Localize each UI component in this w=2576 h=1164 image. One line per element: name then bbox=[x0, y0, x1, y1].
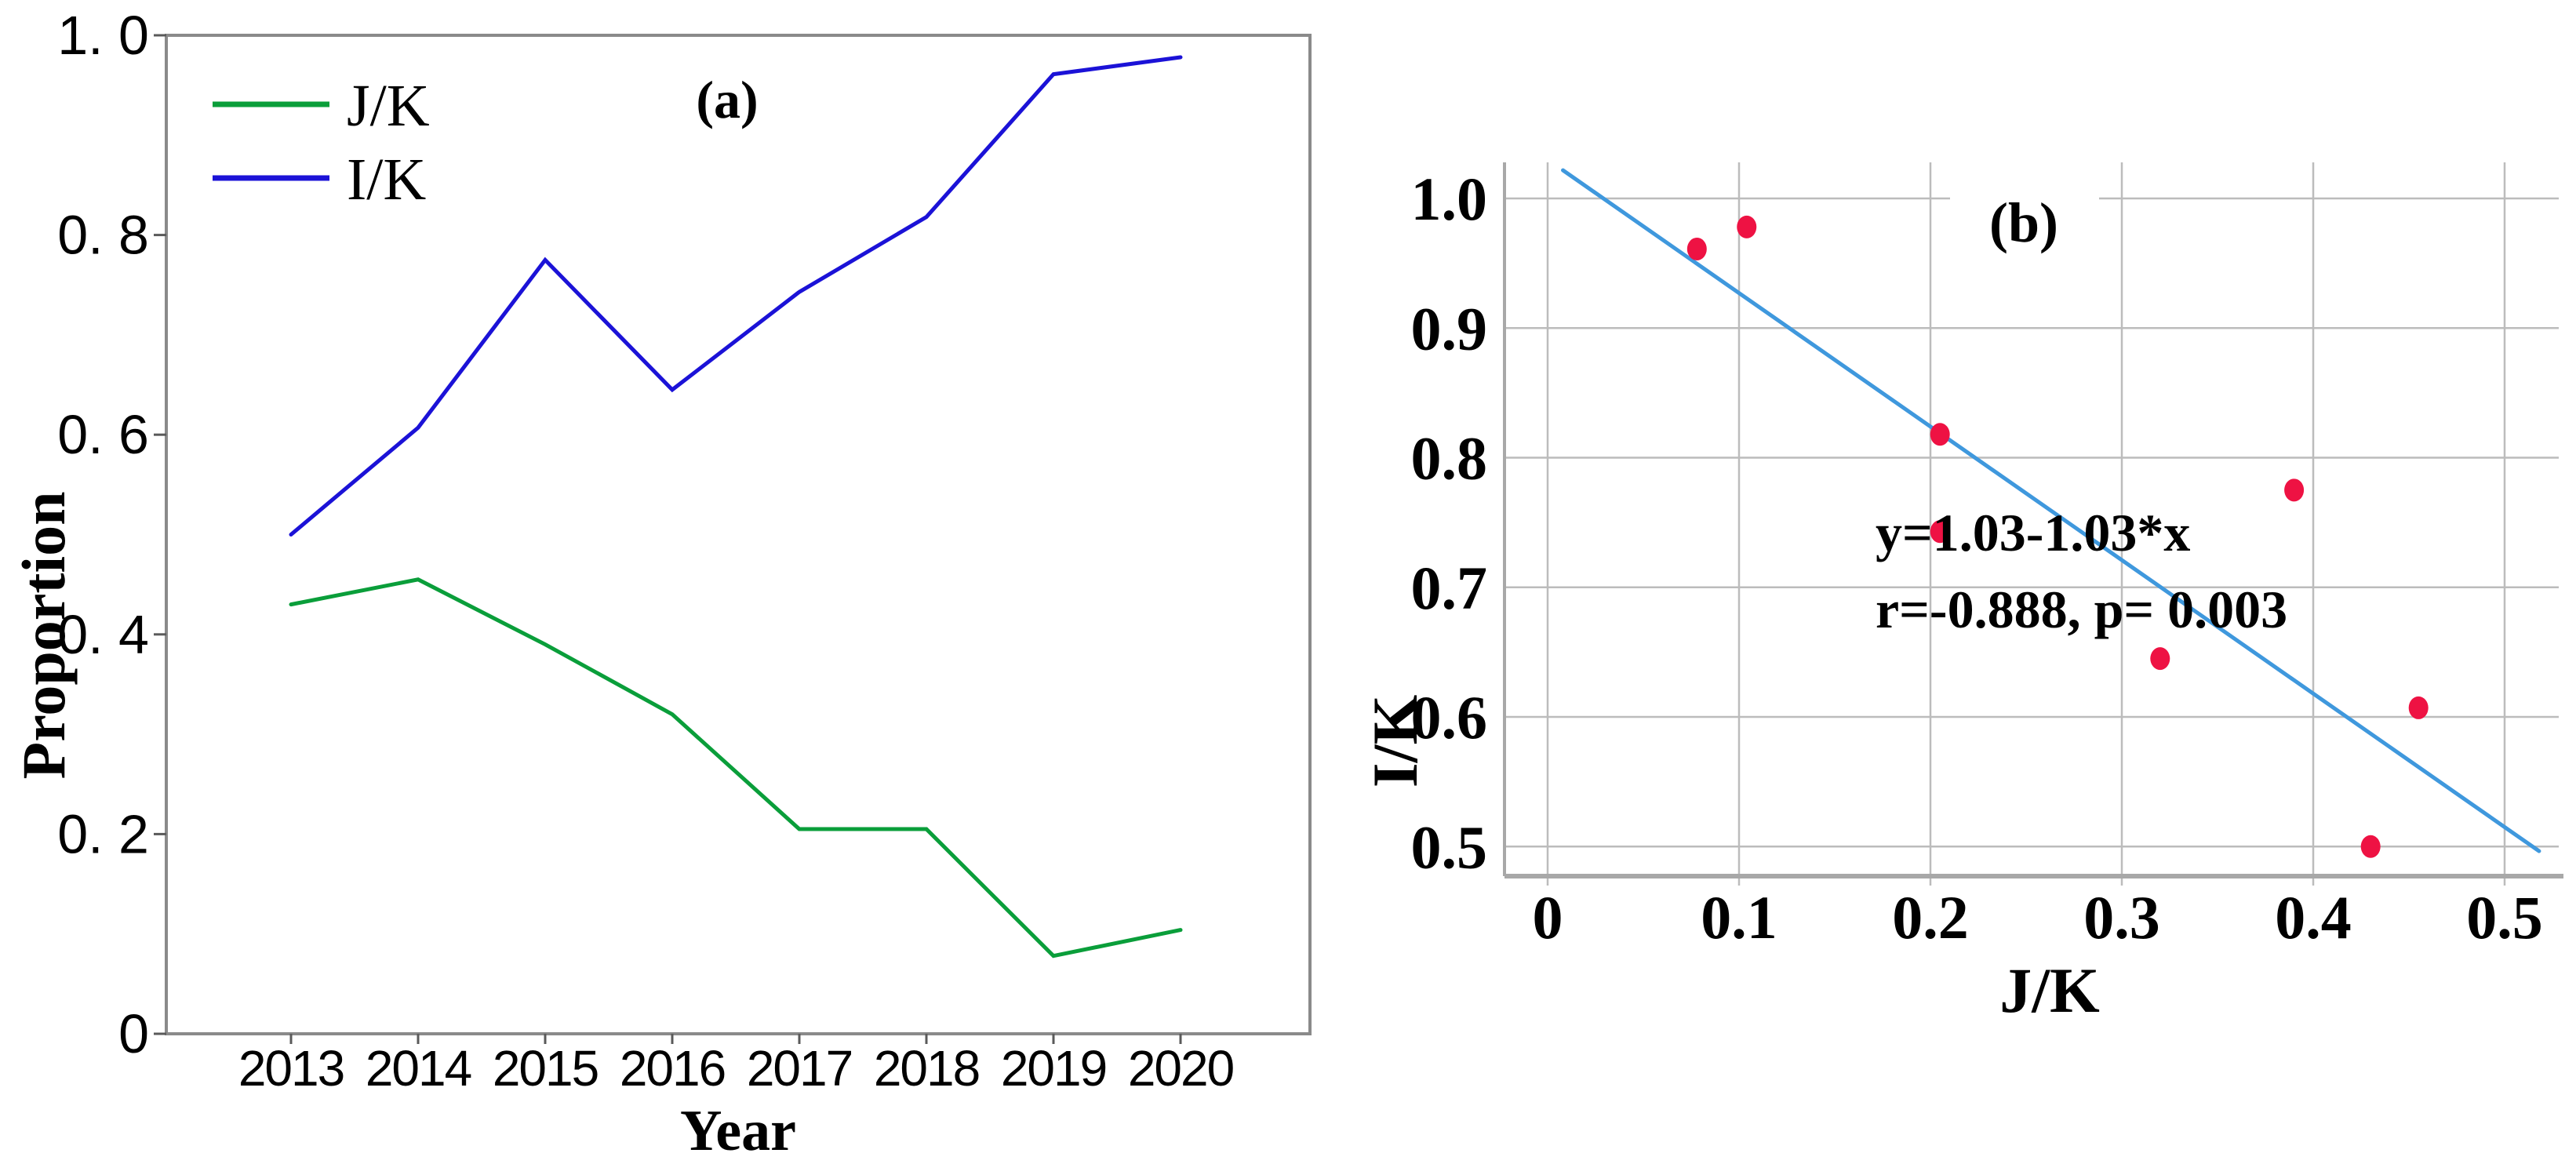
scatter-point bbox=[1686, 237, 1707, 260]
x-axis-tick-label: 2019 bbox=[1001, 1040, 1106, 1097]
x-axis-tick-label: 2016 bbox=[620, 1040, 725, 1097]
scatter-point bbox=[2408, 696, 2429, 719]
scatter-point bbox=[2284, 478, 2305, 502]
panel-a-y-axis-title: Proportion bbox=[9, 492, 78, 780]
panel-a-line-chart: 1. 0 0. 8 0. 6 0. 4 0. 2 0 2013 2014 2015 2016 201… bbox=[9, 5, 1312, 1163]
x-axis-tick-label: 2017 bbox=[747, 1040, 852, 1097]
panel-b-y-tick-label: 0.5 bbox=[1411, 813, 1488, 881]
panel-b-x-tick-label: 0.1 bbox=[1701, 883, 1777, 951]
panel-b-label: (b) bbox=[1989, 191, 2058, 254]
line-jk bbox=[289, 577, 1183, 958]
panel-b-y-tick-label: 0.9 bbox=[1411, 294, 1488, 362]
panel-b-x-tick-label: 0.2 bbox=[1892, 883, 1969, 951]
scatter-point bbox=[2360, 835, 2381, 858]
x-axis-tick-label: 2014 bbox=[366, 1040, 471, 1097]
scatter-point bbox=[2150, 647, 2170, 671]
panel-b-y-tick-label: 0.7 bbox=[1411, 554, 1488, 622]
fit-line bbox=[1561, 168, 2541, 853]
panel-b-y-tick-label: 0.8 bbox=[1411, 424, 1488, 493]
panel-a-label: (a) bbox=[696, 70, 758, 129]
y-axis-tick-label: 0. 6 bbox=[57, 404, 149, 465]
legend-label: J/K bbox=[347, 73, 430, 139]
y-axis-tick-label: 1. 0 bbox=[57, 5, 149, 66]
panel-a-x-axis-title: Year bbox=[680, 1099, 796, 1163]
panel-b-x-axis-title: J/K bbox=[1999, 955, 2100, 1026]
annotation-stats: r=-0.888, p= 0.003 bbox=[1876, 580, 2287, 639]
panel-b-y-tick-label: 1.0 bbox=[1411, 165, 1488, 233]
panel-b-scatter-chart: 1.0 0.9 0.8 0.7 0.6 0.5 0 0.1 0.2 0.3 0.4 0.5 (b) y=1… bbox=[1359, 162, 2563, 1026]
legend-label: I/K bbox=[347, 147, 426, 213]
y-axis-tick-label: 0. 4 bbox=[57, 604, 149, 665]
panel-b-x-tick-label: 0.3 bbox=[2083, 883, 2160, 951]
panel-b-x-tick-label: 0 bbox=[1533, 883, 1563, 951]
scatter-point bbox=[1930, 423, 1950, 446]
annotation-equation: y=1.03-1.03*x bbox=[1876, 503, 2190, 562]
line-ik bbox=[289, 55, 1183, 537]
panel-b-x-tick-label: 0.4 bbox=[2275, 883, 2352, 951]
x-axis-tick-label: 2018 bbox=[874, 1040, 979, 1097]
x-axis-tick-label: 2015 bbox=[493, 1040, 598, 1097]
x-axis-tick-label: 2013 bbox=[238, 1040, 344, 1097]
panel-b-x-tick-label: 0.5 bbox=[2466, 883, 2543, 951]
y-axis-tick-label: 0. 2 bbox=[57, 803, 149, 864]
scatter-point bbox=[1737, 215, 1757, 238]
panel-b-label-backing bbox=[1950, 165, 2099, 253]
y-axis-tick-label: 0. 8 bbox=[57, 205, 149, 266]
panel-b-y-tick-label: 0.6 bbox=[1411, 683, 1488, 751]
x-axis-tick-label: 2020 bbox=[1128, 1040, 1234, 1097]
y-axis-tick-label: 0 bbox=[118, 1003, 149, 1064]
panel-b-y-axis-title: I/K bbox=[1359, 695, 1431, 788]
plot-box bbox=[165, 34, 1312, 1035]
scatter-point bbox=[1930, 520, 1950, 544]
